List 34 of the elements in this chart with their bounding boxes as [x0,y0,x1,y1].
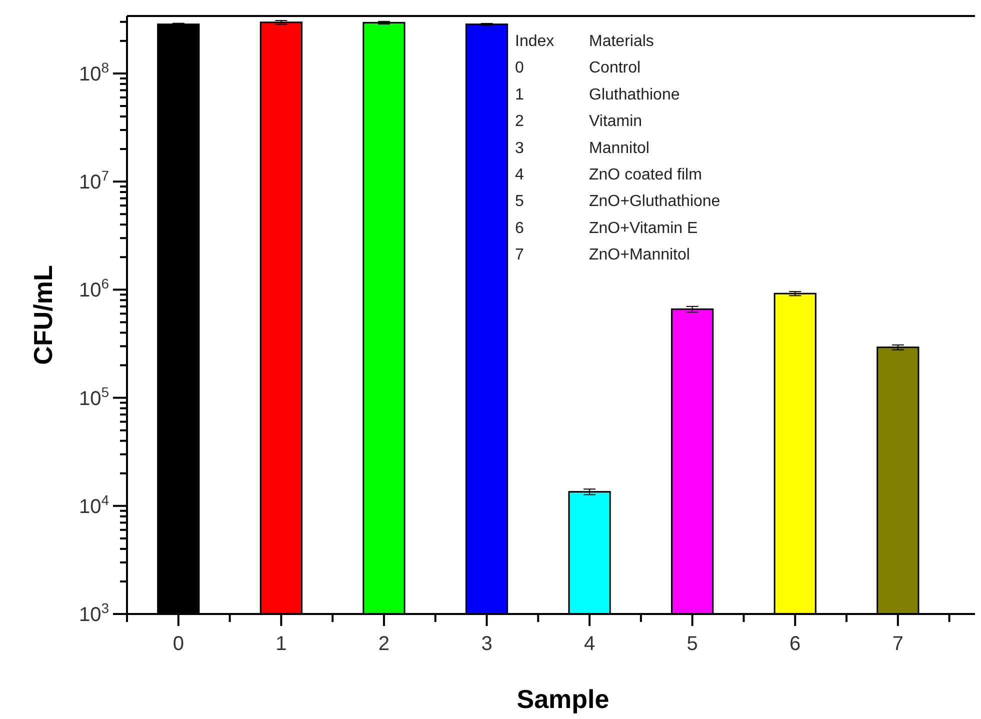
annotation: Vitamin [589,113,642,130]
y-tick-label: 10$^{8}$ [78,59,110,86]
y-tick-label: 10$^{7}$ [78,168,110,194]
annotation: Control [589,60,641,77]
x-tick-label: 4 [584,633,596,655]
x-tick-label: 1 [276,633,287,655]
annotation: ZnO+Vitamin E [589,220,698,237]
y-axis-title: CFU/mL [28,265,58,365]
annotation: ZnO+Mannitol [589,246,690,264]
annotation: 2 [515,113,524,130]
annotation: 6 [515,220,524,237]
y-tick-label: 10$^{4}$ [78,492,110,518]
annotation: 7 [515,246,524,264]
y-tick-label: 10$^{3}$ [78,600,110,626]
x-axis-title: Sample [516,684,610,714]
annotation: 3 [515,140,524,157]
annotation: Mannitol [589,140,650,157]
annotation: 5 [515,193,524,210]
annotation: ZnO coated film [589,166,702,184]
x-tick-label: 7 [892,633,904,655]
annotation: Materials [589,33,654,50]
annotation: ZnO+Gluthathione [589,193,720,210]
x-tick-label: 2 [378,633,390,655]
x-tick-label: 6 [790,633,801,655]
y-tick-label: 10$^{6}$ [78,276,110,302]
annotation: 1 [515,86,524,104]
annotation: Index [515,33,554,50]
x-tick-label: 0 [172,633,184,655]
annotation: Gluthathione [589,86,680,104]
x-tick-label: 5 [686,633,698,655]
annotation: 4 [515,166,524,184]
y-tick-label: 10$^{5}$ [78,384,110,410]
x-tick-label: 3 [481,633,492,655]
annotation: 0 [515,60,524,77]
